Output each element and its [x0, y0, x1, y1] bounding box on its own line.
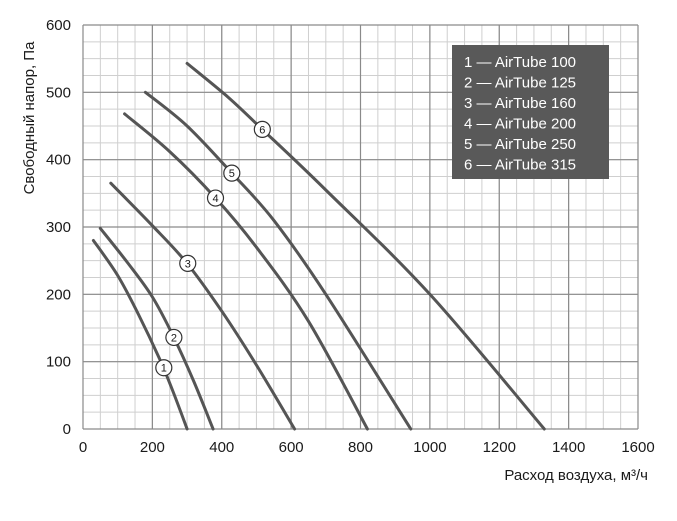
series-line-5 — [143, 90, 413, 431]
series-line-1 — [91, 239, 189, 431]
legend-entry: 2 — AirTube 125 — [464, 75, 576, 92]
x-tick-label: 400 — [209, 439, 234, 456]
series-marker-5: 5 — [223, 164, 241, 182]
y-axis-title: Свободный напор, Па — [21, 41, 38, 194]
marker-circle — [253, 120, 271, 138]
marker-label: 6 — [259, 124, 265, 136]
legend-background — [452, 45, 609, 179]
series-marker-3: 3 — [179, 254, 197, 272]
marker-circle — [223, 164, 241, 182]
y-tick-label: 200 — [46, 286, 71, 303]
x-tick-label: 200 — [140, 439, 165, 456]
series-marker-6: 6 — [253, 120, 271, 138]
legend-entry: 5 — AirTube 250 — [464, 136, 576, 153]
legend-entry: 6 — AirTube 315 — [464, 157, 576, 174]
series-line-4 — [123, 112, 369, 431]
series-marker-2: 2 — [165, 328, 183, 347]
series-line-6 — [185, 61, 546, 431]
y-tick-label: 500 — [46, 84, 71, 101]
marker-circle — [179, 254, 197, 272]
y-tick-label: 400 — [46, 152, 71, 169]
x-tick-label: 0 — [79, 439, 87, 456]
marker-circle — [165, 328, 183, 347]
marker-circle — [155, 359, 173, 377]
marker-label: 2 — [171, 332, 177, 344]
series-marker-1: 1 — [155, 359, 173, 377]
x-tick-label: 1400 — [552, 439, 585, 456]
y-tick-label: 600 — [46, 17, 71, 34]
marker-label: 1 — [161, 363, 167, 375]
legend-entry: 3 — AirTube 160 — [464, 95, 576, 112]
y-tick-label: 0 — [63, 421, 71, 438]
series-marker-4: 4 — [206, 189, 225, 207]
x-tick-label: 1000 — [413, 439, 446, 456]
legend-entry: 4 — AirTube 200 — [464, 116, 576, 133]
x-tick-label: 1600 — [621, 439, 654, 456]
marker-label: 5 — [229, 168, 235, 180]
legend-entry: 1 — AirTube 100 — [464, 54, 576, 71]
y-tick-label: 300 — [46, 219, 71, 236]
series-line-2 — [98, 226, 215, 431]
marker-label: 4 — [212, 193, 218, 205]
x-tick-label: 1200 — [483, 439, 516, 456]
x-tick-label: 800 — [348, 439, 373, 456]
y-tick-labels: 0 100 200 300 400 500 600 — [46, 17, 71, 438]
series-line-3 — [109, 181, 297, 431]
legend: 1 — AirTube 100 2 — AirTube 125 3 — AirTub… — [452, 45, 609, 179]
x-axis-title: Расход воздуха, м³/ч — [504, 467, 648, 484]
marker-circle — [206, 189, 225, 207]
y-tick-label: 100 — [46, 354, 71, 371]
x-tick-labels: 0 200 400 600 800 1000 1200 1400 1600 — [79, 439, 655, 456]
curves — [91, 61, 546, 431]
curve-markers: 1 2 3 4 5 6 — [155, 120, 271, 377]
marker-label: 3 — [185, 258, 191, 270]
x-tick-label: 600 — [279, 439, 304, 456]
